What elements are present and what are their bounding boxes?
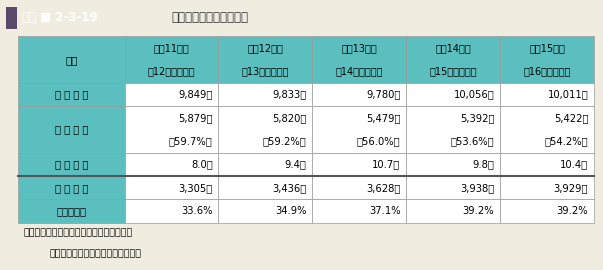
Text: 求 人 倍 率: 求 人 倍 率	[55, 160, 88, 170]
Bar	[6, 7, 17, 29]
Text: ２　求人倍率は，文部科学省調べ。: ２ 求人倍率は，文部科学省調べ。	[50, 250, 142, 259]
Text: （59.7%）: （59.7%）	[169, 136, 213, 146]
Text: 37.1%: 37.1%	[369, 206, 400, 216]
Text: （53.6%）: （53.6%）	[450, 136, 494, 146]
Bar	[406, 83, 500, 106]
Text: 平成12年度: 平成12年度	[247, 43, 283, 53]
Bar	[500, 200, 594, 223]
Bar	[406, 176, 500, 200]
Bar	[406, 36, 500, 83]
Text: 図表 ■ 2-3-19: 図表 ■ 2-3-19	[22, 11, 97, 24]
Text: 9,849人: 9,849人	[178, 90, 213, 100]
Text: 平成11年度: 平成11年度	[154, 43, 189, 53]
Bar	[312, 153, 406, 176]
Text: 3,305人: 3,305人	[178, 183, 213, 193]
Text: 10.7倍: 10.7倍	[372, 160, 400, 170]
Bar	[125, 106, 218, 153]
Text: （14年３月卒）: （14年３月卒）	[335, 66, 383, 76]
Text: 就 職 者 数: 就 職 者 数	[55, 124, 88, 135]
Bar	[500, 83, 594, 106]
Text: 33.6%: 33.6%	[182, 206, 213, 216]
Text: 平成13年度: 平成13年度	[341, 43, 377, 53]
Bar	[218, 153, 312, 176]
Bar	[312, 106, 406, 153]
Bar	[18, 36, 125, 83]
Bar	[125, 176, 218, 200]
Bar	[125, 83, 218, 106]
Text: （15年３月卒）: （15年３月卒）	[429, 66, 477, 76]
Text: 10.4倍: 10.4倍	[560, 160, 588, 170]
Bar	[218, 106, 312, 153]
Text: 10,056人: 10,056人	[453, 90, 494, 100]
Text: （12年３月卒）: （12年３月卒）	[148, 66, 195, 76]
Bar	[312, 36, 406, 83]
Text: 3,929人: 3,929人	[554, 183, 588, 193]
Bar	[500, 153, 594, 176]
Text: 卒業者の進路状況の推移: 卒業者の進路状況の推移	[172, 11, 248, 24]
Text: （16年３月卒）: （16年３月卒）	[523, 66, 571, 76]
Text: 3,938人: 3,938人	[460, 183, 494, 193]
Bar	[18, 153, 125, 176]
Bar	[18, 176, 125, 200]
Text: （13年３月卒）: （13年３月卒）	[242, 66, 289, 76]
Bar	[218, 176, 312, 200]
Text: 9.8倍: 9.8倍	[473, 160, 494, 170]
Bar	[125, 153, 218, 176]
Bar	[500, 36, 594, 83]
Text: 5,820人: 5,820人	[272, 113, 306, 123]
Bar	[218, 83, 312, 106]
Bar	[312, 200, 406, 223]
Text: 9.4倍: 9.4倍	[285, 160, 306, 170]
Text: 5,422人: 5,422人	[554, 113, 588, 123]
Text: （59.2%）: （59.2%）	[263, 136, 306, 146]
Bar	[218, 36, 312, 83]
Text: 9,833人: 9,833人	[273, 90, 306, 100]
Text: 5,879人: 5,879人	[178, 113, 213, 123]
Bar	[125, 200, 218, 223]
Bar	[406, 200, 500, 223]
Text: 39.2%: 39.2%	[557, 206, 588, 216]
Bar	[406, 153, 500, 176]
Text: 5,479人: 5,479人	[366, 113, 400, 123]
Bar	[18, 83, 125, 106]
Bar	[125, 36, 218, 83]
Bar	[406, 106, 500, 153]
Text: 8.0倍: 8.0倍	[191, 160, 213, 170]
Text: 39.2%: 39.2%	[463, 206, 494, 216]
Bar	[218, 200, 312, 223]
Text: 平成15年度: 平成15年度	[529, 43, 565, 53]
Text: 進 学 者 数: 進 学 者 数	[55, 183, 88, 193]
Text: 34.9%: 34.9%	[275, 206, 306, 216]
Text: 3,628人: 3,628人	[366, 183, 400, 193]
Text: 卒 業 者 数: 卒 業 者 数	[55, 90, 88, 100]
Text: （56.0%）: （56.0%）	[357, 136, 400, 146]
Text: 3,436人: 3,436人	[273, 183, 306, 193]
Bar	[500, 106, 594, 153]
Text: 5,392人: 5,392人	[460, 113, 494, 123]
Text: 9,780人: 9,780人	[366, 90, 400, 100]
Bar	[312, 176, 406, 200]
Text: 10,011人: 10,011人	[548, 90, 588, 100]
Text: 平成14年度: 平成14年度	[435, 43, 471, 53]
Text: （資料）１　学校基本調査報告書による。: （資料）１ 学校基本調査報告書による。	[24, 229, 133, 238]
Bar	[312, 83, 406, 106]
Text: （54.2%）: （54.2%）	[545, 136, 588, 146]
Bar	[18, 106, 125, 153]
Text: 進　学　率: 進 学 率	[56, 206, 86, 216]
Bar	[500, 176, 594, 200]
Bar	[18, 200, 125, 223]
Text: 区分: 区分	[65, 55, 78, 65]
